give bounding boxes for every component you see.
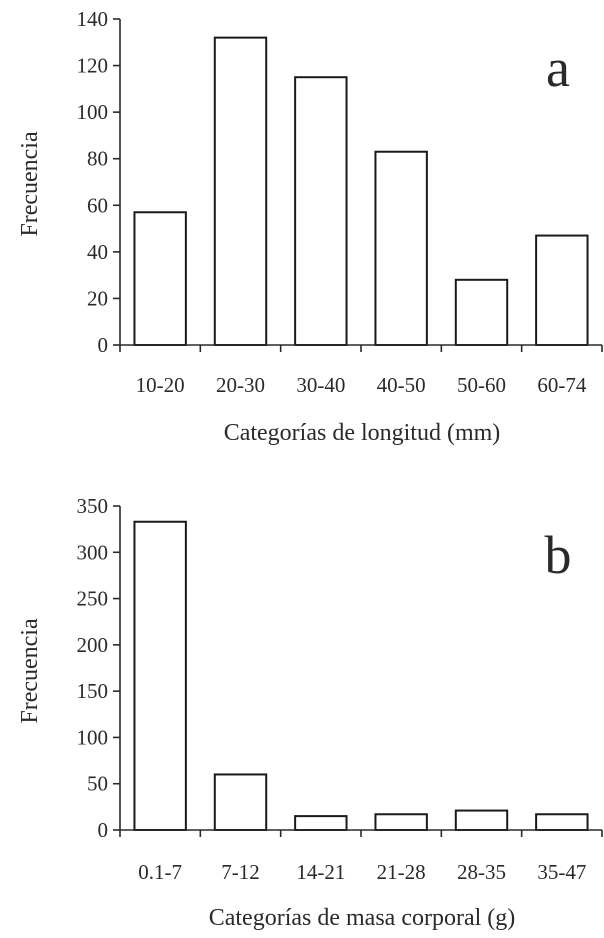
y-tick-label: 120	[77, 54, 109, 78]
x-tick-label: 60-74	[537, 373, 586, 397]
y-tick-label: 140	[77, 7, 109, 31]
y-tick-label: 40	[87, 240, 108, 264]
bar-14-21	[294, 815, 348, 831]
y-tick-label: 0	[98, 818, 109, 842]
y-tick-label: 350	[77, 494, 109, 518]
x-axis-title-a: Categorías de longitud (mm)	[224, 420, 501, 446]
x-tick-label: 0.1-7	[138, 860, 182, 884]
x-ticks-a: 10-20 20-30 30-40 40-50 50-60 60-74	[119, 345, 603, 397]
y-axis-title-b: Frecuencia	[17, 618, 43, 724]
y-tick-label: 0	[98, 333, 109, 357]
x-tick-label: 7-12	[221, 860, 260, 884]
x-axis-title-b: Categorías de masa corporal (g)	[209, 905, 516, 931]
x-tick-label: 14-21	[296, 860, 345, 884]
y-tick-label: 20	[87, 286, 108, 310]
chart-panel-a: Frecuencia Categorías de longitud (mm) a…	[17, 7, 603, 446]
x-tick-label: 35-47	[537, 860, 586, 884]
bar-40-50	[374, 150, 428, 346]
x-tick-label: 40-50	[377, 373, 426, 397]
x-tick-label: 10-20	[136, 373, 185, 397]
bars-a	[133, 36, 589, 346]
bars-b	[133, 520, 589, 832]
panel-letter-b: b	[545, 525, 572, 585]
bar-0.1-7	[133, 520, 187, 831]
y-tick-label: 150	[77, 679, 109, 703]
bar-35-47	[535, 813, 589, 832]
bar-30-40	[294, 76, 348, 346]
bar-50-60	[454, 278, 509, 346]
x-tick-label: 30-40	[296, 373, 345, 397]
bar-21-28	[374, 813, 428, 832]
bar-7-12	[213, 773, 268, 832]
chart-panel-b: Frecuencia Categorías de masa corporal (…	[17, 494, 603, 931]
panel-letter-a: a	[546, 38, 570, 98]
y-tick-label: 100	[77, 100, 109, 124]
y-tick-label: 50	[87, 772, 108, 796]
bar-28-35	[454, 809, 509, 831]
x-tick-label: 28-35	[457, 860, 506, 884]
x-ticks-b: 0.1-7 7-12 14-21 21-28 28-35 35-47	[119, 830, 603, 884]
x-tick-label: 20-30	[216, 373, 265, 397]
x-tick-label: 21-28	[377, 860, 426, 884]
y-tick-label: 80	[87, 147, 108, 171]
y-axis-title-a: Frecuencia	[17, 131, 43, 237]
x-tick-label: 50-60	[457, 373, 506, 397]
y-tick-label: 250	[77, 587, 109, 611]
y-tick-label: 60	[87, 193, 108, 217]
y-tick-label: 200	[77, 633, 109, 657]
bar-10-20	[133, 211, 187, 346]
bar-20-30	[213, 36, 268, 346]
y-ticks-b: 0 50 100 150 200 250 300 350	[77, 494, 120, 842]
y-ticks-a: 0 20 40 60 80 100 120 140	[77, 7, 120, 357]
bar-60-74	[535, 234, 589, 346]
y-tick-label: 300	[77, 540, 109, 564]
y-tick-label: 100	[77, 725, 109, 749]
